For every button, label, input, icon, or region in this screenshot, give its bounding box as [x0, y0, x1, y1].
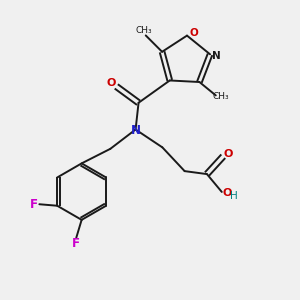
Text: N: N: [131, 124, 141, 137]
Text: O: O: [106, 78, 116, 88]
Text: O: O: [189, 28, 198, 38]
Text: N: N: [212, 51, 221, 61]
Text: CH₃: CH₃: [136, 26, 153, 34]
Text: F: F: [72, 237, 80, 250]
Text: O: O: [222, 188, 232, 198]
Text: F: F: [29, 198, 38, 211]
Text: H: H: [230, 191, 238, 201]
Text: CH₃: CH₃: [213, 92, 230, 101]
Text: O: O: [224, 149, 233, 159]
